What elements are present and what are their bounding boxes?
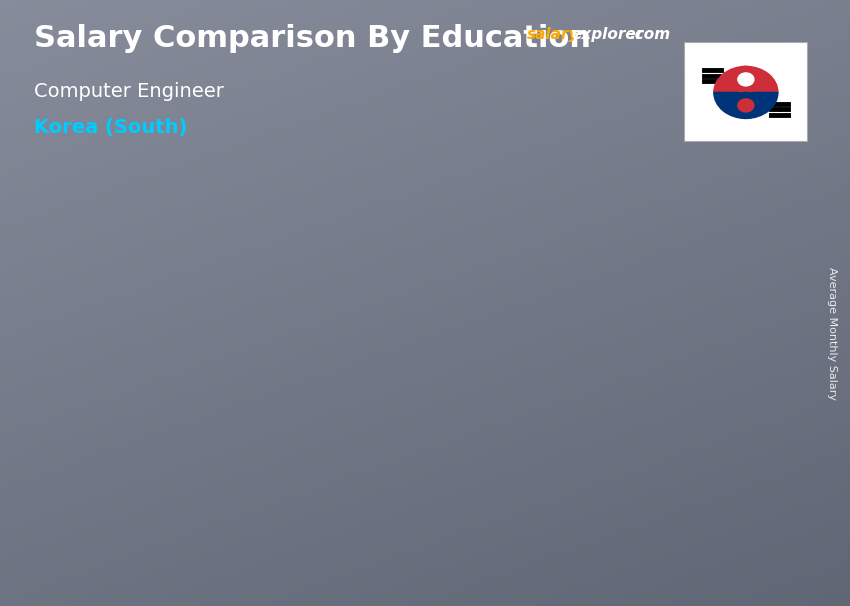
Bar xyxy=(125,375,212,503)
Text: 2,190,000 KRW: 2,190,000 KRW xyxy=(42,353,149,367)
Wedge shape xyxy=(714,67,778,92)
Text: Bachelor's
Degree: Bachelor's Degree xyxy=(354,531,442,564)
Wedge shape xyxy=(714,92,778,118)
Text: Korea (South): Korea (South) xyxy=(34,118,187,137)
Bar xyxy=(583,227,671,503)
Text: Average Monthly Salary: Average Monthly Salary xyxy=(827,267,837,400)
Text: Master's
Degree: Master's Degree xyxy=(590,531,664,564)
Bar xyxy=(125,375,212,378)
Bar xyxy=(208,375,216,503)
Circle shape xyxy=(730,67,762,92)
Text: 4,710,000 KRW: 4,710,000 KRW xyxy=(551,205,657,219)
Text: salary: salary xyxy=(527,27,580,42)
Bar xyxy=(354,308,441,313)
Bar xyxy=(354,308,441,503)
Text: Salary Comparison By Education: Salary Comparison By Education xyxy=(34,24,591,53)
Text: +52%: +52% xyxy=(245,213,321,238)
Text: 3,320,000 KRW: 3,320,000 KRW xyxy=(280,287,387,301)
Bar xyxy=(438,308,445,503)
Text: Certificate or
Diploma: Certificate or Diploma xyxy=(112,531,225,564)
Circle shape xyxy=(738,73,754,86)
Bar xyxy=(667,227,674,503)
Circle shape xyxy=(738,99,754,112)
Text: explorer: explorer xyxy=(571,27,643,42)
Bar xyxy=(583,227,671,234)
Text: .com: .com xyxy=(629,27,670,42)
Text: Computer Engineer: Computer Engineer xyxy=(34,82,224,101)
Circle shape xyxy=(730,92,762,118)
Text: +42%: +42% xyxy=(474,112,551,136)
